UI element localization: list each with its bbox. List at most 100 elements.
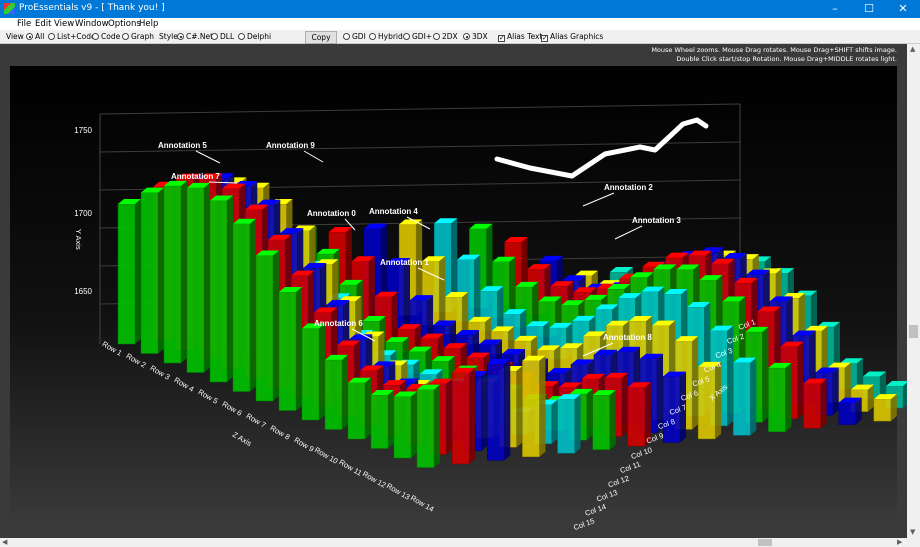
- menu-window[interactable]: Window: [75, 19, 109, 29]
- bar-side: [446, 378, 453, 455]
- radio-icon: [463, 33, 470, 40]
- close-button[interactable]: ✕: [898, 2, 908, 15]
- chart-area[interactable]: Mouse Wheel zooms. Mouse Drag rotates. M…: [0, 44, 920, 538]
- bar-top: [538, 296, 562, 302]
- window-title: ProEssentials v9 - [ Thank you! ]: [19, 3, 165, 13]
- render-hybrid-radio[interactable]: Hybrid: [369, 32, 403, 42]
- bar-top: [850, 384, 874, 390]
- render-gdiplus-radio[interactable]: GDI+: [403, 32, 432, 42]
- menu-edit[interactable]: Edit: [35, 19, 52, 29]
- title-bar: ProEssentials v9 - [ Thank you! ] – ☐ ✕: [0, 0, 920, 18]
- bar-top: [419, 369, 443, 375]
- annotation-pointer: [208, 181, 238, 184]
- bar-top: [664, 288, 688, 294]
- view-graph-radio[interactable]: Graph: [122, 32, 154, 42]
- bar-side: [554, 345, 561, 373]
- bar-side: [411, 391, 417, 458]
- bar-side: [474, 254, 481, 322]
- bar-top: [433, 320, 456, 326]
- style-delphi-radio[interactable]: Delphi: [238, 32, 271, 42]
- bar: [232, 223, 251, 392]
- bar-top: [268, 234, 292, 240]
- bar-top: [549, 322, 573, 328]
- bar-top: [326, 300, 350, 306]
- alias-text-checkbox[interactable]: ✓ Alias Text: [498, 32, 543, 42]
- bar-top: [385, 337, 409, 343]
- bar-top: [873, 394, 897, 400]
- vertical-scroll-thumb[interactable]: [909, 325, 918, 338]
- horizontal-scrollbar[interactable]: ◀ ▶: [0, 538, 907, 547]
- bar-top: [550, 281, 574, 287]
- bar-top: [480, 286, 504, 292]
- bar-side: [551, 399, 558, 444]
- bar-top: [557, 394, 581, 400]
- bar-side: [416, 219, 423, 316]
- bar-top: [466, 352, 490, 358]
- menu-help[interactable]: Help: [139, 19, 159, 29]
- bar-top: [387, 258, 410, 264]
- bar-top: [445, 291, 469, 297]
- render-gdi-radio[interactable]: GDI: [343, 32, 366, 42]
- render-2dx-radio[interactable]: 2DX: [433, 32, 458, 42]
- copy-button[interactable]: Copy: [305, 31, 337, 44]
- render-3dx-radio[interactable]: 3DX: [463, 32, 488, 42]
- bar-top: [558, 382, 582, 388]
- bar-side: [867, 384, 874, 412]
- view-all-radio[interactable]: All: [26, 32, 44, 42]
- bar-side: [485, 316, 492, 344]
- style-csharp-radio[interactable]: C#.Net: [177, 32, 213, 42]
- bar-side: [543, 321, 550, 350]
- bar: [838, 402, 856, 425]
- annotation-label: Annotation 7: [171, 172, 220, 181]
- minimize-button[interactable]: –: [832, 2, 838, 15]
- bar-top: [526, 321, 550, 327]
- annotation-label: Annotation 1: [380, 258, 429, 267]
- bar-side: [473, 330, 479, 357]
- bar-side: [158, 187, 164, 354]
- bar: [487, 363, 505, 461]
- bar: [451, 372, 470, 465]
- view-code-radio[interactable]: Code: [92, 32, 120, 42]
- bar-top: [581, 373, 605, 379]
- view-listcode-radio[interactable]: List+Code: [48, 32, 96, 42]
- bar: [393, 396, 412, 459]
- bar-top: [443, 343, 467, 349]
- bar-top: [606, 320, 630, 326]
- bar: [209, 200, 228, 383]
- scroll-right-icon[interactable]: ▶: [897, 538, 903, 546]
- scroll-left-icon[interactable]: ◀: [2, 538, 8, 546]
- bar-side: [402, 337, 409, 365]
- annotation-label: Annotation 3: [632, 216, 681, 225]
- annotation-pointer: [303, 150, 324, 163]
- bar-top: [592, 390, 616, 396]
- bar-top: [349, 334, 373, 340]
- vertical-scrollbar[interactable]: ▲ ▼: [907, 44, 920, 538]
- bar-top: [316, 248, 340, 254]
- radio-icon: [238, 33, 245, 40]
- style-dll-radio[interactable]: DLL: [211, 32, 234, 42]
- maximize-button[interactable]: ☐: [864, 2, 874, 15]
- bar-top: [337, 340, 361, 346]
- menu-view[interactable]: View: [54, 19, 75, 29]
- bar-side: [504, 358, 511, 461]
- bar-side: [644, 382, 651, 447]
- annotation-pointer: [417, 267, 445, 281]
- bar-top: [560, 343, 584, 349]
- horizontal-scroll-thumb[interactable]: [758, 539, 772, 546]
- y-tick-label: 1750: [74, 126, 92, 135]
- scroll-down-icon[interactable]: ▼: [910, 528, 916, 536]
- bar-top: [469, 223, 493, 229]
- bar-top: [840, 358, 863, 364]
- menu-file[interactable]: File: [17, 19, 32, 29]
- alias-graphics-checkbox[interactable]: ✓ Alias Graphics: [541, 32, 604, 42]
- bar-top: [291, 270, 315, 276]
- bar-top: [422, 256, 446, 262]
- style-label: Style: [159, 32, 178, 41]
- radio-icon: [122, 33, 129, 40]
- bar: [592, 394, 610, 450]
- menu-options[interactable]: Options: [108, 19, 141, 29]
- bar-top: [233, 218, 256, 224]
- bar-top: [338, 296, 362, 302]
- scroll-up-icon[interactable]: ▲: [910, 45, 916, 53]
